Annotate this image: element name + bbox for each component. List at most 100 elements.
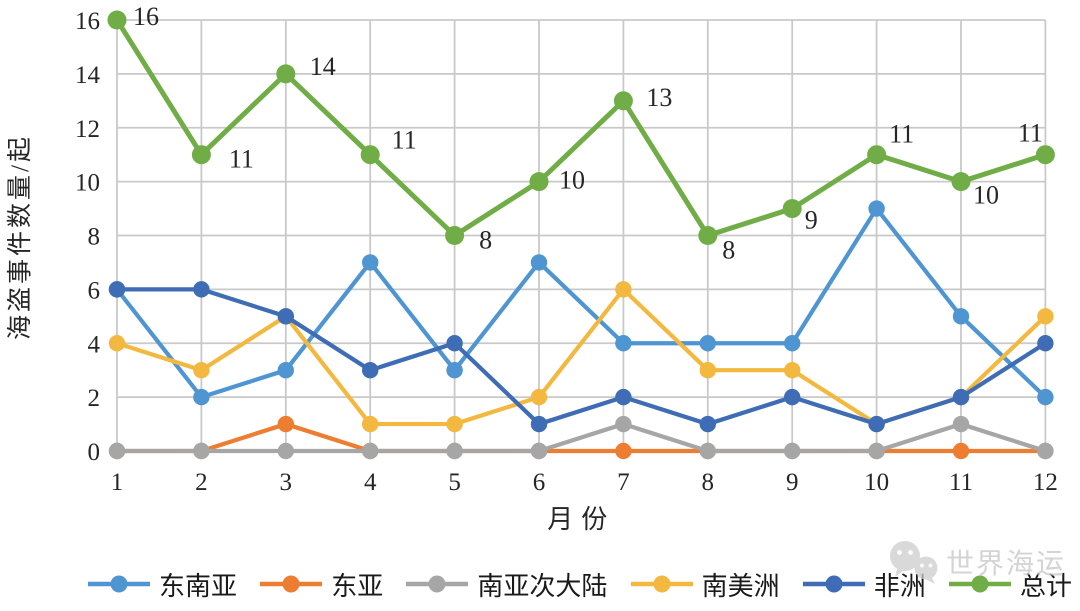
- data-point-south-asian-subcontinent: [699, 442, 716, 460]
- legend-marker-south-america: [630, 575, 693, 593]
- y-tick-label: 12: [75, 116, 100, 143]
- x-tick-label: 3: [280, 469, 293, 496]
- data-label: 10: [973, 181, 999, 210]
- data-point-total: [360, 145, 380, 165]
- data-label: 8: [722, 236, 735, 265]
- data-point-south-asian-subcontinent: [784, 442, 801, 460]
- data-label: 14: [310, 52, 336, 81]
- data-point-south-asian-subcontinent: [277, 442, 294, 460]
- data-point-south-asian-subcontinent: [193, 442, 210, 460]
- x-tick-label: 10: [864, 469, 889, 496]
- data-label: 13: [646, 83, 672, 112]
- y-tick-label: 16: [75, 8, 100, 35]
- data-point-southeast-asia: [362, 254, 379, 271]
- gridlines: [116, 19, 1047, 458]
- data-point-africa: [868, 415, 885, 433]
- data-point-africa: [784, 388, 801, 406]
- data-point-africa: [952, 388, 970, 406]
- x-axis-tick-labels: 1 2 3 4 5 6 7 8 9 10 11 12: [111, 469, 1058, 496]
- x-tick-label: 11: [949, 469, 973, 496]
- data-point-africa: [530, 415, 548, 433]
- data-point-total: [951, 172, 971, 192]
- x-tick-label: 4: [364, 469, 377, 496]
- series-line-south-america: [114, 287, 1048, 427]
- legend-label-africa: 非洲: [873, 571, 926, 601]
- y-tick-label: 2: [88, 385, 101, 412]
- x-tick-label: 1: [111, 469, 124, 496]
- legend-label-southeast-asia: 东南亚: [159, 571, 238, 601]
- x-tick-label: 2: [195, 469, 208, 496]
- data-point-total: [191, 145, 211, 165]
- y-tick-label: 4: [88, 331, 101, 358]
- chart-legend: 东南亚 东亚 南亚次大陆 南美洲 非洲 总计: [88, 563, 1072, 605]
- data-point-southeast-asia: [868, 200, 885, 217]
- data-point-southeast-asia: [699, 335, 716, 352]
- data-point-africa: [108, 281, 126, 298]
- data-label: 11: [229, 145, 254, 174]
- y-tick-label: 10: [75, 170, 100, 197]
- series-africa: [108, 281, 1054, 433]
- x-tick-label: 7: [617, 469, 630, 496]
- data-point-africa: [277, 308, 294, 325]
- data-point-south-america: [615, 281, 632, 298]
- legend-label-south-asian-subcontinent: 南亚次大陆: [477, 571, 608, 601]
- series-line-africa: [114, 287, 1048, 427]
- legend-marker-east-asia: [260, 575, 323, 593]
- data-point-south-america: [362, 415, 379, 433]
- data-point-south-asian-subcontinent: [446, 442, 463, 460]
- data-label: 11: [392, 126, 417, 155]
- y-axis-title: 海盗事件数量/起: [6, 134, 34, 340]
- data-label: 11: [1018, 119, 1043, 148]
- data-point-total: [782, 199, 802, 219]
- data-point-south-america: [784, 361, 801, 379]
- data-point-africa: [615, 388, 632, 406]
- data-point-south-america: [108, 335, 126, 352]
- data-point-southeast-asia: [784, 335, 801, 352]
- data-point-southeast-asia: [952, 308, 970, 325]
- data-point-total: [867, 145, 887, 165]
- data-point-africa: [362, 361, 379, 379]
- data-point-south-america: [446, 415, 463, 433]
- series-line-total: [114, 17, 1048, 238]
- total-data-labels: 16 11 14 11 8 10 13 8 9 11 10 11: [133, 2, 1043, 265]
- data-point-south-america: [699, 361, 716, 379]
- data-point-east-asia: [952, 442, 970, 460]
- series-line-east-asia: [114, 421, 1048, 454]
- x-tick-label: 6: [533, 469, 546, 496]
- series-line-southeast-asia: [114, 206, 1048, 400]
- x-tick-label: 9: [786, 469, 799, 496]
- data-point-south-america: [530, 388, 548, 406]
- legend-item-east-asia: 东亚: [260, 566, 383, 603]
- series-line-south-asian-subcontinent: [114, 421, 1048, 454]
- x-tick-label: 5: [448, 469, 461, 496]
- data-point-south-asian-subcontinent: [1037, 442, 1054, 460]
- data-label: 10: [559, 166, 585, 195]
- legend-label-total: 总计: [1019, 571, 1072, 601]
- legend-item-southeast-asia: 东南亚: [88, 566, 237, 603]
- data-point-africa: [699, 415, 716, 433]
- data-label: 11: [889, 120, 914, 149]
- legend-item-south-america: 南美洲: [630, 566, 780, 603]
- series-southeast-asia: [108, 200, 1054, 406]
- data-label: 8: [479, 226, 492, 255]
- data-point-southeast-asia: [446, 361, 463, 379]
- data-point-south-asian-subcontinent: [108, 442, 126, 460]
- data-point-south-asian-subcontinent: [530, 442, 548, 460]
- data-point-southeast-asia: [615, 335, 632, 352]
- data-point-south-america: [193, 361, 210, 379]
- data-point-africa: [1037, 335, 1054, 352]
- data-point-south-asian-subcontinent: [868, 442, 885, 460]
- legend-item-africa: 非洲: [802, 566, 926, 603]
- data-point-total: [529, 172, 549, 192]
- data-point-total: [1035, 145, 1055, 165]
- data-point-southeast-asia: [193, 388, 210, 406]
- x-tick-label: 12: [1033, 469, 1058, 496]
- data-point-total: [698, 226, 718, 245]
- data-point-total: [613, 91, 633, 111]
- series-total: [107, 10, 1055, 245]
- data-point-africa: [193, 281, 210, 298]
- data-point-south-america: [1037, 308, 1054, 325]
- legend-label-south-america: 南美洲: [701, 571, 780, 601]
